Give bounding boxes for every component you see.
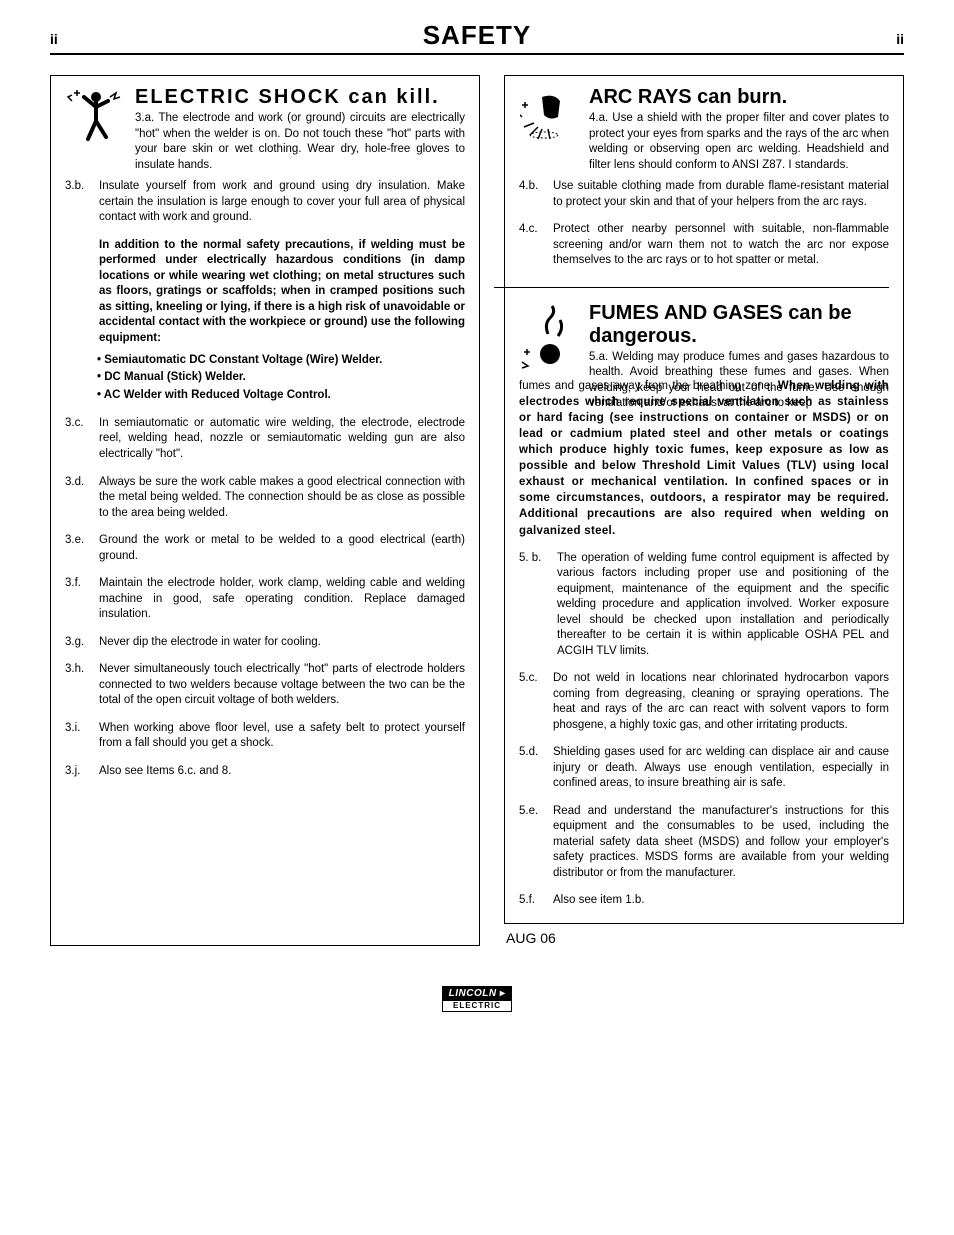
item-label: 5. b.	[519, 551, 549, 660]
bullet-item: • AC Welder with Reduced Voltage Control…	[97, 387, 465, 404]
item-label: 5.d.	[519, 745, 545, 792]
item-body: Always be sure the work cable makes a go…	[99, 475, 465, 522]
item-body: Also see Items 6.c. and 8.	[99, 764, 465, 780]
arc-title: ARC RAYS can burn.	[589, 86, 889, 109]
item-label: 3.i.	[65, 721, 91, 752]
item-label: 4.c.	[519, 222, 545, 269]
list-item: 4.c. Protect other nearby personnel with …	[519, 222, 889, 269]
list-item: 3.g. Never dip the electrode in water for…	[65, 635, 465, 651]
item-label: 3.j.	[65, 764, 91, 780]
bullet-item: • Semiautomatic DC Constant Voltage (Wir…	[97, 352, 465, 369]
item-body: Protect other nearby personnel with suit…	[553, 222, 889, 269]
equipment-bullets: • Semiautomatic DC Constant Voltage (Wir…	[97, 352, 465, 404]
list-item: 5.c. Do not weld in locations near chlori…	[519, 671, 889, 733]
item-body: Use suitable clothing made from durable …	[553, 179, 889, 210]
item-body: The electrode and work (or ground) circu…	[135, 112, 465, 171]
page-title: SAFETY	[423, 20, 532, 51]
list-item: 3.d. Always be sure the work cable makes …	[65, 475, 465, 522]
item-body: Read and understand the manufacturer's i…	[553, 804, 889, 882]
item-label: 3.h.	[65, 662, 91, 709]
list-item: 5.e. Read and understand the manufacturer…	[519, 804, 889, 882]
list-item: 5. b. The operation of welding fume contr…	[519, 551, 889, 660]
item-body: Also see item 1.b.	[553, 893, 889, 909]
list-item: 3.c. In semiautomatic or automatic wire w…	[65, 416, 465, 463]
fumes-icon	[519, 302, 579, 382]
item-body: In semiautomatic or automatic wire weldi…	[99, 416, 465, 463]
logo-top: LINCOLN	[449, 988, 497, 999]
bullet-item: • DC Manual (Stick) Welder.	[97, 369, 465, 386]
item-label: 3.a.	[135, 112, 154, 124]
list-item: 3.h. Never simultaneously touch electrica…	[65, 662, 465, 709]
item-label: 5.f.	[519, 893, 545, 909]
section-divider	[494, 287, 889, 288]
page-header: ii SAFETY ii	[50, 20, 904, 55]
item-body: Do not weld in locations near chlorinate…	[553, 671, 889, 733]
item-body: The operation of welding fume control eq…	[557, 551, 889, 660]
item-body: Insulate yourself from work and ground u…	[99, 179, 465, 226]
bold-warning: In addition to the normal safety precaut…	[99, 238, 465, 347]
page-num-right: ii	[896, 31, 904, 47]
arc-rays-section: ARC RAYS can burn. 4.a. Use a shield wit…	[519, 86, 889, 269]
item-label: 4.b.	[519, 179, 545, 210]
item-body: When working above floor level, use a sa…	[99, 721, 465, 752]
item-label: 4.a.	[589, 112, 608, 124]
item-label: 5.e.	[519, 804, 545, 882]
item-label: 3.e.	[65, 533, 91, 564]
list-item: 5.d. Shielding gases used for arc welding…	[519, 745, 889, 792]
list-item: 4.b. Use suitable clothing made from dura…	[519, 179, 889, 210]
date-line: AUG 06	[506, 930, 904, 946]
logo-bot: ELECTRIC	[443, 1001, 512, 1011]
item-label: 3.d.	[65, 475, 91, 522]
lincoln-logo: LINCOLN ▸ ELECTRIC	[442, 986, 513, 1012]
arc-rays-icon	[519, 86, 579, 146]
item-body: Use a shield with the proper filter and …	[589, 112, 889, 171]
item-body: Ground the work or metal to be welded to…	[99, 533, 465, 564]
left-column: ELECTRIC SHOCK can kill. 3.a. The electr…	[50, 75, 480, 946]
item-label: 3.c.	[65, 416, 91, 463]
electric-shock-icon	[65, 86, 125, 146]
list-item: 3.e. Ground the work or metal to be welde…	[65, 533, 465, 564]
right-box: ARC RAYS can burn. 4.a. Use a shield wit…	[504, 75, 904, 924]
content-columns: ELECTRIC SHOCK can kill. 3.a. The electr…	[50, 75, 904, 946]
item-label: 5.a.	[589, 351, 608, 363]
list-item: 3.i. When working above floor level, use …	[65, 721, 465, 752]
fumes-continuation: fumes and gases away from the breathing …	[519, 378, 889, 539]
right-column: ARC RAYS can burn. 4.a. Use a shield wit…	[504, 75, 904, 946]
list-item: 3.j. Also see Items 6.c. and 8.	[65, 764, 465, 780]
list-item: 3.b. Insulate yourself from work and gro…	[65, 179, 465, 226]
item-body: Shielding gases used for arc welding can…	[553, 745, 889, 792]
electric-title: ELECTRIC SHOCK can kill.	[135, 86, 465, 109]
cont-bold: When welding with electrodes which requi…	[519, 380, 889, 537]
cont-plain: fumes and gases away from the breathing …	[519, 380, 778, 392]
list-item: 3.f. Maintain the electrode holder, work …	[65, 576, 465, 623]
footer: LINCOLN ▸ ELECTRIC	[50, 986, 904, 1013]
item-label: 3.g.	[65, 635, 91, 651]
item-label: 3.f.	[65, 576, 91, 623]
list-item: 5.f. Also see item 1.b.	[519, 893, 889, 909]
fumes-title: FUMES AND GASES can be dangerous.	[589, 302, 889, 348]
item-label: 5.c.	[519, 671, 545, 733]
item-label: 3.b.	[65, 179, 91, 226]
item-body: Never dip the electrode in water for coo…	[99, 635, 465, 651]
item-body: Never simultaneously touch electrically …	[99, 662, 465, 709]
page-num-left: ii	[50, 31, 58, 47]
electric-shock-section: ELECTRIC SHOCK can kill. 3.a. The electr…	[65, 86, 465, 779]
fumes-section: FUMES AND GASES can be dangerous. 5.a. W…	[519, 302, 889, 909]
item-body: Maintain the electrode holder, work clam…	[99, 576, 465, 623]
